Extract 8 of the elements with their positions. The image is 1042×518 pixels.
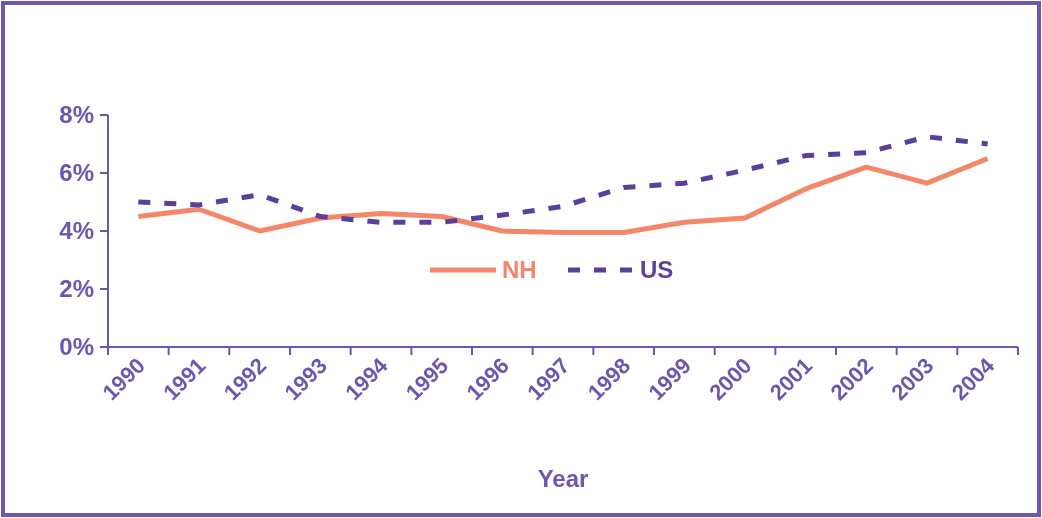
x-axis-title: Year	[537, 465, 589, 492]
y-tick-label: 2%	[59, 275, 94, 303]
y-tick-label: 8%	[59, 101, 94, 129]
y-tick-label: 0%	[59, 333, 94, 361]
legend-label: US	[640, 256, 674, 284]
y-tick-label: 4%	[59, 217, 94, 245]
legend-label: NH	[502, 256, 537, 284]
y-tick-label: 6%	[59, 159, 94, 187]
